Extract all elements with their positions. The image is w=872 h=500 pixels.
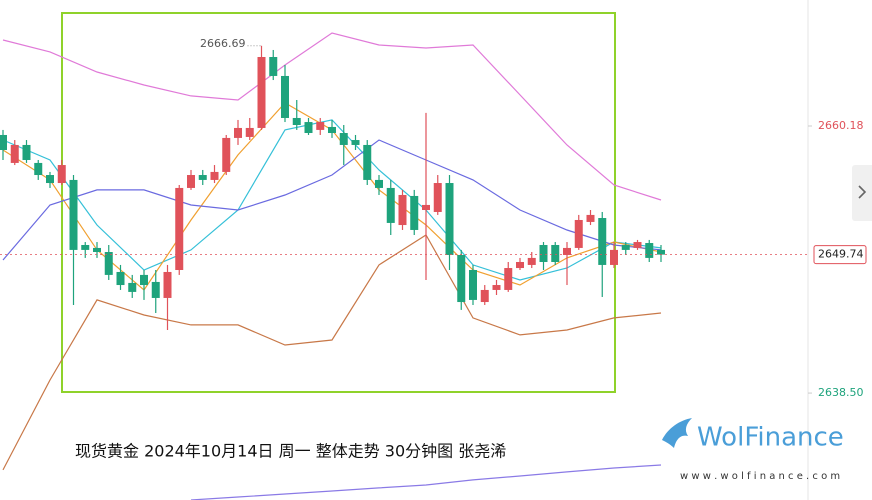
caption: 现货黄金 2024年10月14日 周一 整体走势 30分钟图 张尧浠 <box>75 442 506 461</box>
candle-body <box>504 268 513 290</box>
highlight-box <box>61 12 616 393</box>
candle-body <box>586 214 595 222</box>
last-price-label: 2649.74 <box>818 248 864 261</box>
candle-body <box>422 204 430 211</box>
brand-url: w w w . w o l f i n a n c e . c o m <box>680 471 840 482</box>
indicator-line <box>2 119 662 281</box>
candle-body <box>445 183 454 255</box>
candle-body <box>457 254 466 303</box>
candle-body <box>281 75 289 118</box>
toggle-icon <box>858 185 867 199</box>
candle-body <box>516 261 524 269</box>
candle-body <box>610 249 618 265</box>
candle-body <box>410 195 419 230</box>
candle-body <box>187 175 195 188</box>
candle-body <box>0 134 7 151</box>
candle-body <box>163 271 172 298</box>
brand-name: WolFinance <box>697 423 844 453</box>
candle-body <box>375 179 383 188</box>
candle-body <box>328 126 336 134</box>
candle-body <box>304 122 313 134</box>
candle-body <box>151 281 160 298</box>
candle-body <box>69 179 78 250</box>
candle-body <box>645 243 654 258</box>
candle-body <box>339 133 348 145</box>
candle-body <box>386 187 395 223</box>
candle-body <box>46 175 54 184</box>
high-label: 2666.69 <box>200 37 246 50</box>
candle-body <box>633 242 642 248</box>
candle-body <box>598 218 607 265</box>
indicator-line <box>190 464 662 500</box>
candle-body <box>539 244 548 262</box>
wolf-icon <box>662 418 692 448</box>
candle-body <box>480 289 489 303</box>
candle-body <box>269 56 278 76</box>
candle-body <box>351 140 360 145</box>
candle-body <box>551 244 560 262</box>
indicator-line <box>2 32 662 201</box>
candle-body <box>222 137 231 172</box>
candle-body <box>128 282 137 292</box>
y-tick-label: 2638.50 <box>818 386 864 399</box>
side-toggle[interactable] <box>852 165 872 221</box>
last-price-tag <box>813 245 867 265</box>
candle-body <box>10 144 19 163</box>
candle-body <box>621 244 630 250</box>
candle-body <box>93 247 101 253</box>
candle-body <box>469 269 477 300</box>
candle-body <box>175 187 184 270</box>
candle-body <box>234 127 242 138</box>
candle-body <box>198 175 207 180</box>
candle-body <box>492 285 501 290</box>
candle-body <box>34 162 43 176</box>
indicator-line <box>2 139 662 261</box>
candle-body <box>398 194 407 226</box>
candle-body <box>140 274 148 286</box>
candle-body <box>433 183 442 212</box>
candle-body <box>657 249 665 255</box>
candle-body <box>363 144 372 180</box>
candle-body <box>210 171 219 180</box>
indicator-line <box>2 234 662 471</box>
candle-body <box>104 252 113 275</box>
candle-body <box>292 117 301 126</box>
candle-body <box>563 247 571 255</box>
y-tick-label: 2660.18 <box>818 119 864 132</box>
candle-body <box>316 122 325 130</box>
candle-body <box>257 56 266 128</box>
candle-body <box>527 257 536 265</box>
candle-body <box>81 244 90 250</box>
candle-body <box>116 271 125 286</box>
candle-body <box>574 219 583 248</box>
candle-body <box>57 165 66 184</box>
toggle-button[interactable] <box>852 165 872 221</box>
candle-body <box>245 127 254 137</box>
brand-logo: WolFinance w w w . w o l f i n a n c e .… <box>662 418 844 482</box>
candle-body <box>22 144 31 160</box>
